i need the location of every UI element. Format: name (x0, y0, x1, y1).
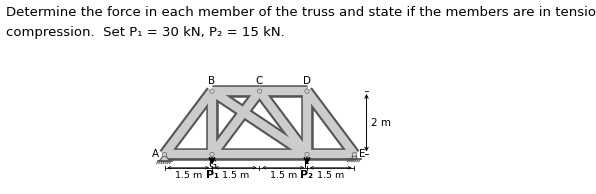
Text: P₁: P₁ (206, 170, 219, 180)
Text: F: F (304, 160, 310, 170)
Text: B: B (209, 76, 216, 86)
Circle shape (306, 90, 308, 92)
Circle shape (353, 153, 356, 156)
Text: 1.5 m: 1.5 m (269, 171, 297, 180)
Text: 1.5 m: 1.5 m (222, 171, 249, 180)
Text: E: E (359, 149, 365, 159)
Circle shape (211, 90, 213, 92)
Circle shape (257, 89, 261, 93)
Text: Determine the force in each member of the truss and state if the members are in : Determine the force in each member of th… (6, 6, 596, 19)
Text: G: G (208, 160, 216, 170)
Circle shape (210, 89, 214, 93)
Circle shape (163, 153, 166, 156)
Circle shape (306, 153, 308, 156)
Circle shape (210, 153, 214, 156)
Circle shape (163, 153, 166, 156)
Circle shape (353, 153, 356, 156)
Polygon shape (159, 154, 170, 161)
Text: P₂: P₂ (300, 170, 313, 180)
Circle shape (305, 153, 309, 156)
Circle shape (305, 89, 309, 93)
Text: A: A (152, 149, 159, 159)
Text: 1.5 m: 1.5 m (175, 171, 202, 180)
Text: C: C (256, 76, 263, 86)
Text: D: D (303, 76, 311, 86)
Circle shape (211, 153, 213, 156)
Text: 2 m: 2 m (371, 118, 390, 128)
Text: compression.  Set P₁ = 30 kN, P₂ = 15 kN.: compression. Set P₁ = 30 kN, P₂ = 15 kN. (6, 26, 285, 39)
Circle shape (352, 155, 356, 159)
Text: 1.5 m: 1.5 m (317, 171, 344, 180)
Circle shape (258, 90, 260, 92)
